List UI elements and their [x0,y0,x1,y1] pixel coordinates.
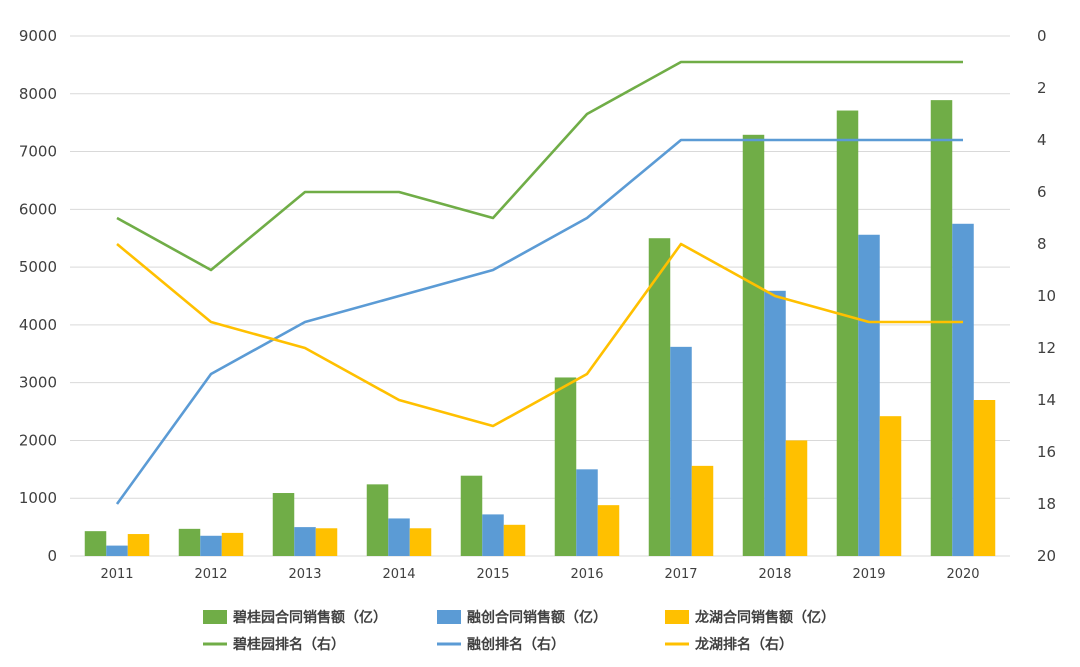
bar [576,469,598,556]
legend-item: 融创排名（右） [437,636,565,653]
bar [272,493,295,556]
right-tick-label: 20 [1037,547,1056,565]
x-tick-label: 2018 [758,567,791,582]
right-axis-ticks: 0 2 4 6 8 10 12 14 16 18 20 [1037,27,1056,565]
bar [482,514,504,556]
bar [106,545,128,556]
bar [388,518,410,556]
legend-swatch [203,610,227,624]
legend-item: 龙湖合同销售额（亿） [665,609,835,626]
legend-item: 碧桂园排名（右） [203,636,345,653]
bar [879,416,902,556]
bar [178,528,201,556]
bar [785,440,808,556]
bar [366,484,389,556]
x-axis-ticks: 2011 2012 2013 2014 2015 2016 2017 2018 2019 2020 [100,567,979,582]
x-tick-label: 2019 [852,567,885,582]
right-tick-label: 8 [1037,235,1047,253]
legend-label: 龙湖排名（右） [694,636,793,653]
bar [200,535,222,556]
series-line [116,242,963,428]
bar [554,377,577,556]
bar [764,290,786,556]
right-tick-label: 18 [1037,495,1056,513]
left-tick-label: 1000 [19,489,57,507]
x-tick-label: 2013 [288,567,321,582]
legend-swatch [437,610,461,624]
right-tick-label: 12 [1037,339,1056,357]
bar [84,531,107,556]
bar [670,346,692,556]
right-tick-label: 14 [1037,391,1056,409]
series-line [115,138,963,505]
bar [127,534,150,556]
left-tick-label: 7000 [19,143,57,161]
legend-item: 碧桂园合同销售额（亿） [203,609,387,626]
legend-label: 融创合同销售额（亿） [467,609,607,626]
legend-label: 龙湖合同销售额（亿） [694,609,835,626]
bar [930,100,953,556]
bar [952,223,974,556]
right-tick-label: 6 [1037,183,1047,201]
x-tick-label: 2017 [664,567,697,582]
left-tick-label: 3000 [19,374,57,392]
bar [648,238,671,556]
legend-item: 融创合同销售额（亿） [437,609,607,626]
bar [294,527,316,556]
bar [221,532,244,556]
bar [858,234,880,556]
x-tick-label: 2012 [194,567,227,582]
bar [409,528,432,556]
left-tick-label: 5000 [19,258,57,276]
right-tick-label: 16 [1037,443,1056,461]
right-tick-label: 2 [1037,79,1047,97]
bar [315,528,338,556]
right-tick-label: 10 [1037,287,1056,305]
legend-item: 龙湖排名（右） [665,636,793,653]
legend-label: 碧桂园合同销售额（亿） [232,609,387,626]
bar [503,524,526,556]
x-tick-label: 2020 [946,567,979,582]
legend-label: 碧桂园排名（右） [232,636,345,653]
left-tick-label: 0 [47,547,57,565]
legend: 碧桂园合同销售额（亿） 融创合同销售额（亿） 龙湖合同销售额（亿） 碧桂园排名（右） 融… [203,609,835,653]
legend-swatch [665,610,689,624]
series-line [116,60,963,272]
left-tick-label: 9000 [19,27,57,45]
right-tick-label: 4 [1037,131,1047,149]
x-tick-label: 2011 [100,567,133,582]
x-tick-label: 2015 [476,567,509,582]
right-tick-label: 0 [1037,27,1047,45]
gridlines [70,35,1010,557]
x-tick-label: 2014 [382,567,415,582]
legend-label: 融创排名（右） [467,636,565,653]
bar [691,465,714,556]
x-tick-label: 2016 [570,567,603,582]
bar [597,505,620,556]
left-tick-label: 2000 [19,431,57,449]
line-series [115,60,963,505]
left-tick-label: 6000 [19,200,57,218]
bar [460,475,483,556]
bar-series [84,100,996,557]
bar [973,400,996,556]
left-tick-label: 4000 [19,316,57,334]
bar [836,110,859,557]
bar [742,134,765,557]
left-tick-label: 8000 [19,85,57,103]
left-axis-ticks: 0 1000 2000 3000 4000 5000 6000 7000 8000 9000 [19,27,57,565]
